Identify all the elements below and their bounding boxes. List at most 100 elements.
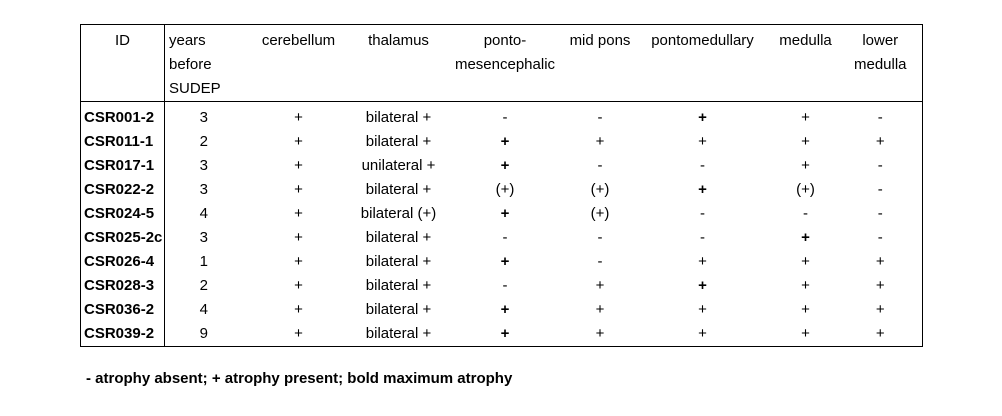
header-thalamus: thalamus [354,24,443,102]
cell-years: 3 [199,229,208,246]
cell-ponto-mesencephalic: + [500,205,510,222]
cell-thalamus: bilateral + [365,253,432,270]
cell-thalamus: bilateral (+) [360,205,437,222]
cell-id: CSR025-2c [80,226,165,250]
table-row: CSR017-1 3 + unilateral + + - - + - [80,154,923,178]
cell-medulla: - [803,205,808,222]
cell-medulla: + [801,325,810,342]
footnote-legend: - atrophy absent; + atrophy present; bol… [86,370,513,387]
cell-thalamus: bilateral + [365,109,432,126]
cell-mid-pons: - [597,109,603,126]
cell-thalamus: bilateral + [365,229,432,246]
cell-lower-medulla: - [877,205,883,222]
cell-years: 4 [199,205,208,222]
cell-lower-medulla: + [875,133,885,150]
cell-mid-pons: + [595,133,605,150]
cell-ponto-mesencephalic: - [502,109,508,126]
cell-pontomedullary: - [700,157,705,174]
cell-years: 1 [199,253,208,270]
cell-medulla: + [801,229,810,246]
cell-thalamus: bilateral + [365,133,432,150]
cell-medulla: + [801,277,810,294]
cell-lower-medulla: + [875,253,885,270]
cell-mid-pons: (+) [590,181,610,198]
header-ponto-mesencephalic: ponto-mesencephalic [442,24,568,102]
cell-years: 2 [199,133,208,150]
cell-cerebellum: + [294,253,303,270]
cell-years: 4 [199,301,208,318]
cell-id: CSR011-1 [80,130,165,154]
cell-years: 3 [199,109,208,126]
cell-pontomedullary: + [698,109,707,126]
cell-ponto-mesencephalic: - [502,277,508,294]
cell-medulla: + [801,301,810,318]
cell-lower-medulla: - [877,181,883,198]
atrophy-table: ID years before SUDEP cerebellum thalamus … [80,24,923,347]
cell-thalamus: bilateral + [365,277,432,294]
cell-ponto-mesencephalic: - [502,229,508,246]
header-lower-medulla: lower medulla [838,24,923,102]
cell-cerebellum: + [294,325,303,342]
cell-years: 3 [199,157,208,174]
table-row: CSR001-2 3 + bilateral + - - + + - [80,101,923,130]
header-row: ID years before SUDEP cerebellum thalamus … [80,24,923,102]
cell-mid-pons: - [597,157,603,174]
cell-cerebellum: + [294,229,303,246]
cell-ponto-mesencephalic: (+) [495,181,515,198]
cell-id: CSR017-1 [80,154,165,178]
header-mid-pons: mid pons [567,24,633,102]
cell-pontomedullary: + [698,277,707,294]
cell-medulla: + [801,109,810,126]
cell-medulla: + [801,253,810,270]
cell-ponto-mesencephalic: + [500,325,510,342]
cell-pontomedullary: + [698,325,707,342]
cell-id: CSR028-3 [80,274,165,298]
cell-ponto-mesencephalic: + [500,157,510,174]
cell-cerebellum: + [294,109,303,126]
cell-pontomedullary: + [698,181,707,198]
cell-cerebellum: + [294,133,303,150]
cell-medulla: + [801,157,810,174]
cell-ponto-mesencephalic: + [500,133,510,150]
cell-pontomedullary: + [698,133,707,150]
cell-cerebellum: + [294,205,303,222]
cell-id: CSR022-2 [80,178,165,202]
cell-pontomedullary: - [700,229,705,246]
table-row: CSR036-2 4 + bilateral + + + + + + [80,298,923,322]
header-years-before-sudep: years before SUDEP [164,24,243,102]
cell-thalamus: unilateral + [361,157,436,174]
table-row: CSR028-3 2 + bilateral + - + + + + [80,274,923,298]
cell-lower-medulla: - [877,157,883,174]
cell-id: CSR026-4 [80,250,165,274]
cell-cerebellum: + [294,181,303,198]
cell-cerebellum: + [294,157,303,174]
cell-lower-medulla: + [875,277,885,294]
table-row: CSR039-2 9 + bilateral + + + + + + [80,322,923,347]
cell-years: 9 [199,325,208,342]
table-row: CSR011-1 2 + bilateral + + + + + + [80,130,923,154]
cell-medulla: (+) [796,181,815,198]
cell-years: 3 [199,181,208,198]
cell-ponto-mesencephalic: + [500,253,510,270]
cell-lower-medulla: - [877,109,883,126]
cell-lower-medulla: + [875,301,885,318]
cell-mid-pons: (+) [590,205,610,222]
cell-thalamus: bilateral + [365,301,432,318]
cell-pontomedullary: + [698,301,707,318]
cell-years: 2 [199,277,208,294]
cell-id: CSR024-5 [80,202,165,226]
header-cerebellum: cerebellum [242,24,355,102]
header-pontomedullary: pontomedullary [632,24,773,102]
cell-medulla: + [801,133,810,150]
header-id: ID [80,24,165,102]
cell-mid-pons: - [597,253,603,270]
table-row: CSR025-2c 3 + bilateral + - - - + - [80,226,923,250]
cell-thalamus: bilateral + [365,181,432,198]
table-row: CSR026-4 1 + bilateral + + - + + + [80,250,923,274]
cell-lower-medulla: + [875,325,885,342]
cell-pontomedullary: + [698,253,707,270]
cell-ponto-mesencephalic: + [500,301,510,318]
cell-mid-pons: + [595,277,605,294]
table-row: CSR024-5 4 + bilateral (+) + (+) - - - [80,202,923,226]
cell-mid-pons: - [597,229,603,246]
